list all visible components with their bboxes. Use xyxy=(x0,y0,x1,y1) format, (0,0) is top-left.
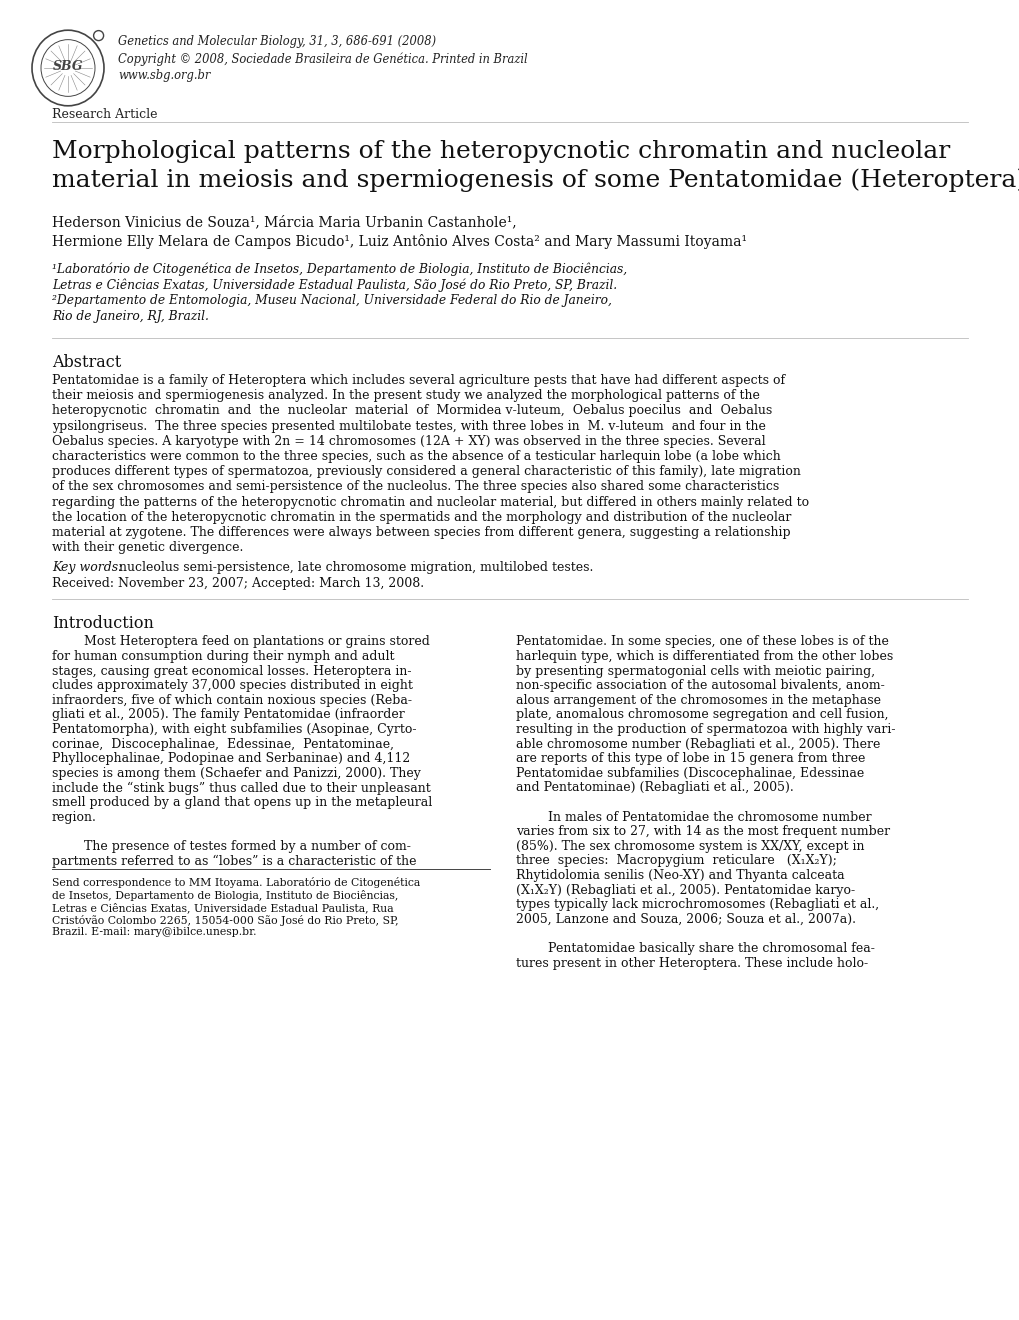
Text: non-specific association of the autosomal bivalents, anom-: non-specific association of the autosoma… xyxy=(516,680,883,692)
Text: material at zygotene. The differences were always between species from different: material at zygotene. The differences we… xyxy=(52,525,790,539)
Text: Introduction: Introduction xyxy=(52,615,154,632)
Text: ypsilongriseus.  The three species presented multilobate testes, with three lobe: ypsilongriseus. The three species presen… xyxy=(52,420,765,433)
Text: Hermione Elly Melara de Campos Bicudo¹, Luiz Antônio Alves Costa² and Mary Massu: Hermione Elly Melara de Campos Bicudo¹, … xyxy=(52,234,746,249)
Text: Rio de Janeiro, RJ, Brazil.: Rio de Janeiro, RJ, Brazil. xyxy=(52,310,209,323)
Text: Morphological patterns of the heteropycnotic chromatin and nucleolar: Morphological patterns of the heteropycn… xyxy=(52,140,950,162)
Text: Genetics and Molecular Biology, 31, 3, 686-691 (2008): Genetics and Molecular Biology, 31, 3, 6… xyxy=(118,36,436,48)
Text: Send correspondence to MM Itoyama. Laboratório de Citogenética: Send correspondence to MM Itoyama. Labor… xyxy=(52,876,420,888)
Text: heteropycnotic  chromatin  and  the  nucleolar  material  of  Mormidea v-luteum,: heteropycnotic chromatin and the nucleol… xyxy=(52,404,771,417)
Text: Phyllocephalinae, Podopinae and Serbaninae) and 4,112: Phyllocephalinae, Podopinae and Serbanin… xyxy=(52,752,410,766)
Text: Rhytidolomia senilis (Neo-XY) and Thyanta calceata: Rhytidolomia senilis (Neo-XY) and Thyant… xyxy=(516,869,844,882)
Text: three  species:  Macropygium  reticulare   (X₁X₂Y);: three species: Macropygium reticulare (X… xyxy=(516,854,836,867)
Text: harlequin type, which is differentiated from the other lobes: harlequin type, which is differentiated … xyxy=(516,649,893,663)
Text: de Insetos, Departamento de Biologia, Instituto de Biociências,: de Insetos, Departamento de Biologia, In… xyxy=(52,890,398,900)
Text: by presenting spermatogonial cells with meiotic pairing,: by presenting spermatogonial cells with … xyxy=(516,664,874,677)
Text: infraorders, five of which contain noxious species (Reba-: infraorders, five of which contain noxio… xyxy=(52,694,412,706)
Text: able chromosome number (Rebagliati et al., 2005). There: able chromosome number (Rebagliati et al… xyxy=(516,738,879,751)
Text: The presence of testes formed by a number of com-: The presence of testes formed by a numbe… xyxy=(52,840,411,853)
Text: are reports of this type of lobe in 15 genera from three: are reports of this type of lobe in 15 g… xyxy=(516,752,864,766)
Text: tures present in other Heteroptera. These include holo-: tures present in other Heteroptera. Thes… xyxy=(516,957,867,970)
Text: Abstract: Abstract xyxy=(52,354,121,371)
Text: partments referred to as “lobes” is a characteristic of the: partments referred to as “lobes” is a ch… xyxy=(52,854,416,867)
Text: regarding the patterns of the heteropycnotic chromatin and nucleolar material, b: regarding the patterns of the heteropycn… xyxy=(52,495,808,508)
Text: Most Heteroptera feed on plantations or grains stored: Most Heteroptera feed on plantations or … xyxy=(52,635,429,648)
Text: SBG: SBG xyxy=(53,59,84,73)
Text: www.sbg.org.br: www.sbg.org.br xyxy=(118,69,210,82)
Text: for human consumption during their nymph and adult: for human consumption during their nymph… xyxy=(52,649,394,663)
Text: their meiosis and spermiogenesis analyzed. In the present study we analyzed the : their meiosis and spermiogenesis analyze… xyxy=(52,389,759,403)
Text: (X₁X₂Y) (Rebagliati et al., 2005). Pentatomidae karyo-: (X₁X₂Y) (Rebagliati et al., 2005). Penta… xyxy=(516,883,854,896)
Text: Pentatomidae basically share the chromosomal fea-: Pentatomidae basically share the chromos… xyxy=(516,942,874,954)
Text: Received: November 23, 2007; Accepted: March 13, 2008.: Received: November 23, 2007; Accepted: M… xyxy=(52,577,424,590)
Text: nucleolus semi-persistence, late chromosome migration, multilobed testes.: nucleolus semi-persistence, late chromos… xyxy=(115,561,593,574)
Text: Pentatomidae. In some species, one of these lobes is of the: Pentatomidae. In some species, one of th… xyxy=(516,635,888,648)
Text: varies from six to 27, with 14 as the most frequent number: varies from six to 27, with 14 as the mo… xyxy=(516,825,890,838)
Text: the location of the heteropycnotic chromatin in the spermatids and the morpholog: the location of the heteropycnotic chrom… xyxy=(52,511,791,524)
Text: Letras e Ciências Exatas, Universidade Estadual Paulista, São José do Rio Preto,: Letras e Ciências Exatas, Universidade E… xyxy=(52,279,616,292)
Text: Letras e Ciências Exatas, Universidade Estadual Paulista, Rua: Letras e Ciências Exatas, Universidade E… xyxy=(52,902,393,913)
Text: region.: region. xyxy=(52,810,97,824)
Text: cludes approximately 37,000 species distributed in eight: cludes approximately 37,000 species dist… xyxy=(52,680,413,692)
Text: Oebalus species. A karyotype with 2n = 14 chromosomes (12A + XY) was observed in: Oebalus species. A karyotype with 2n = 1… xyxy=(52,434,765,447)
Text: species is among them (Schaefer and Panizzi, 2000). They: species is among them (Schaefer and Pani… xyxy=(52,767,421,780)
Text: Key words:: Key words: xyxy=(52,561,122,574)
Text: Cristóvão Colombo 2265, 15054-000 São José do Rio Preto, SP,: Cristóvão Colombo 2265, 15054-000 São Jo… xyxy=(52,915,398,925)
Text: corinae,  Discocephalinae,  Edessinae,  Pentatominae,: corinae, Discocephalinae, Edessinae, Pen… xyxy=(52,738,393,751)
Text: Pentatomorpha), with eight subfamilies (Asopinae, Cyrto-: Pentatomorpha), with eight subfamilies (… xyxy=(52,723,416,737)
Text: material in meiosis and spermiogenesis of some Pentatomidae (Heteroptera): material in meiosis and spermiogenesis o… xyxy=(52,168,1019,191)
Text: gliati et al., 2005). The family Pentatomidae (infraorder: gliati et al., 2005). The family Pentato… xyxy=(52,709,405,722)
Text: alous arrangement of the chromosomes in the metaphase: alous arrangement of the chromosomes in … xyxy=(516,694,880,706)
Text: produces different types of spermatozoa, previously considered a general charact: produces different types of spermatozoa,… xyxy=(52,465,800,478)
Text: Research Article: Research Article xyxy=(52,108,157,121)
Text: smell produced by a gland that opens up in the metapleural: smell produced by a gland that opens up … xyxy=(52,796,432,809)
Text: Pentatomidae subfamilies (Discocephalinae, Edessinae: Pentatomidae subfamilies (Discocephalina… xyxy=(516,767,863,780)
Text: with their genetic divergence.: with their genetic divergence. xyxy=(52,541,244,554)
Text: Copyright © 2008, Sociedade Brasileira de Genética. Printed in Brazil: Copyright © 2008, Sociedade Brasileira d… xyxy=(118,51,527,66)
Text: plate, anomalous chromosome segregation and cell fusion,: plate, anomalous chromosome segregation … xyxy=(516,709,888,722)
Text: Brazil. E-mail: mary@ibilce.unesp.br.: Brazil. E-mail: mary@ibilce.unesp.br. xyxy=(52,927,256,937)
Text: characteristics were common to the three species, such as the absence of a testi: characteristics were common to the three… xyxy=(52,450,780,463)
Text: resulting in the production of spermatozoa with highly vari-: resulting in the production of spermatoz… xyxy=(516,723,895,737)
Text: 2005, Lanzone and Souza, 2006; Souza et al., 2007a).: 2005, Lanzone and Souza, 2006; Souza et … xyxy=(516,913,855,925)
Text: (85%). The sex chromosome system is XX/XY, except in: (85%). The sex chromosome system is XX/X… xyxy=(516,840,864,853)
Text: ²Departamento de Entomologia, Museu Nacional, Universidade Federal do Rio de Jan: ²Departamento de Entomologia, Museu Naci… xyxy=(52,294,611,308)
Text: and Pentatominae) (Rebagliati et al., 2005).: and Pentatominae) (Rebagliati et al., 20… xyxy=(516,781,793,795)
Text: In males of Pentatomidae the chromosome number: In males of Pentatomidae the chromosome … xyxy=(516,810,871,824)
Text: stages, causing great economical losses. Heteroptera in-: stages, causing great economical losses.… xyxy=(52,664,411,677)
Text: Hederson Vinicius de Souza¹, Márcia Maria Urbanin Castanhole¹,: Hederson Vinicius de Souza¹, Márcia Mari… xyxy=(52,215,516,228)
Text: of the sex chromosomes and semi-persistence of the nucleolus. The three species : of the sex chromosomes and semi-persiste… xyxy=(52,480,779,494)
Text: ¹Laboratório de Citogenética de Insetos, Departamento de Biologia, Instituto de : ¹Laboratório de Citogenética de Insetos,… xyxy=(52,261,627,276)
Text: include the “stink bugs” thus called due to their unpleasant: include the “stink bugs” thus called due… xyxy=(52,781,430,795)
Text: types typically lack microchromosomes (Rebagliati et al.,: types typically lack microchromosomes (R… xyxy=(516,898,878,911)
Text: Pentatomidae is a family of Heteroptera which includes several agriculture pests: Pentatomidae is a family of Heteroptera … xyxy=(52,374,785,387)
